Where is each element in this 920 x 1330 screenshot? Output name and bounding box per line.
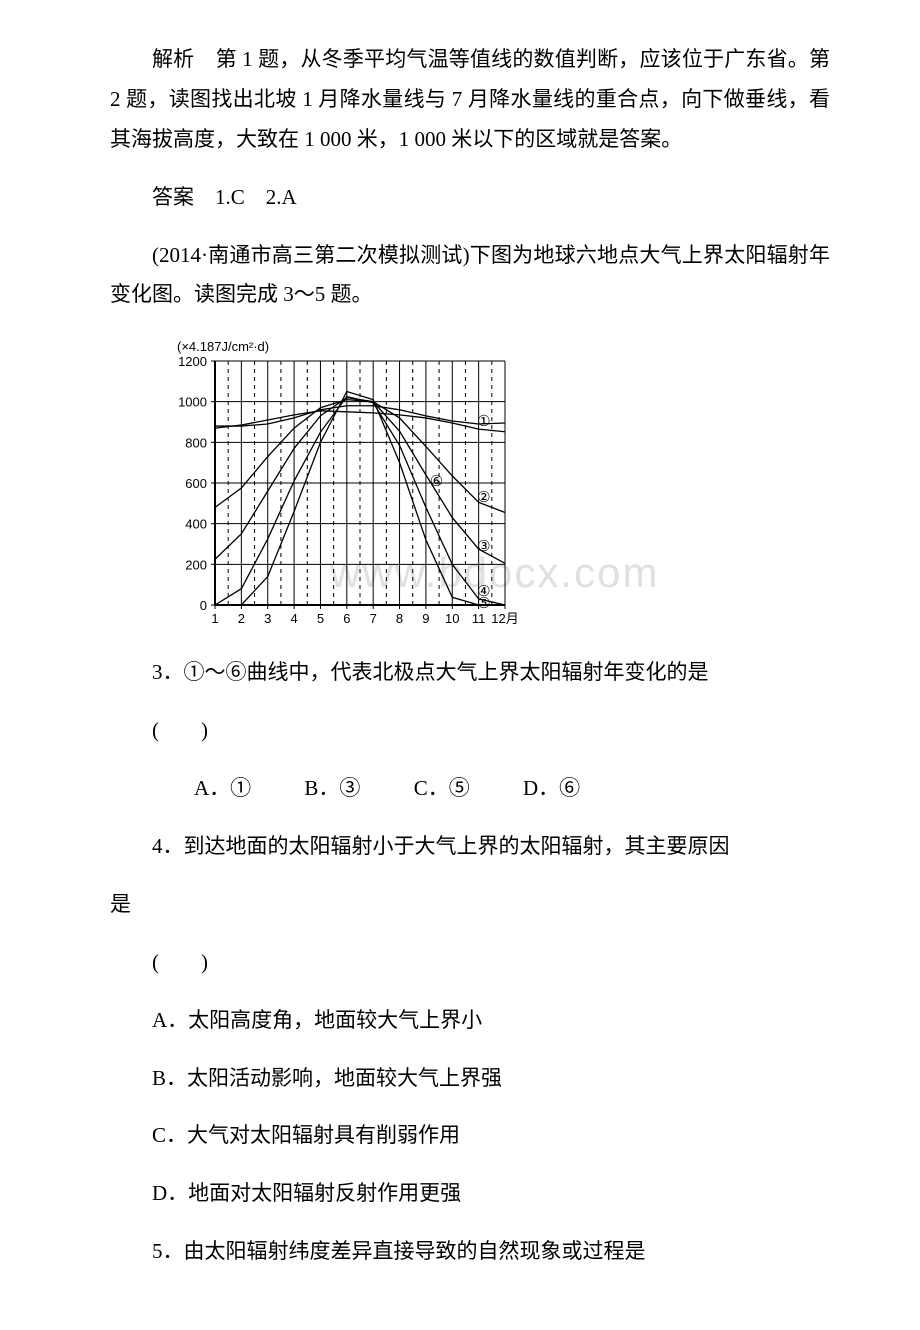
- svg-text:600: 600: [185, 476, 207, 491]
- svg-text:12月: 12月: [491, 611, 518, 626]
- svg-text:3: 3: [264, 611, 271, 626]
- explanation-body: 第 1 题，从冬季平均气温等值线的数值判断，应该位于广东省。第 2 题，读图找出…: [110, 47, 830, 151]
- q3-optB: B．③: [262, 769, 360, 809]
- answer-para: 答案 1.C 2.A: [110, 178, 830, 218]
- q4-optD: D．地面对太阳辐射反射作用更强: [110, 1174, 830, 1214]
- svg-text:1000: 1000: [178, 395, 207, 410]
- q3-optA: A．①: [152, 769, 251, 809]
- svg-text:400: 400: [185, 517, 207, 532]
- svg-text:11: 11: [472, 611, 486, 626]
- svg-text:1: 1: [211, 611, 218, 626]
- q4-paren: ( ): [110, 943, 830, 983]
- q3-optD: D．⑥: [481, 769, 580, 809]
- q3-stem: 3．①～⑥曲线中，代表北极点大气上界太阳辐射年变化的是: [110, 653, 830, 693]
- svg-text:5: 5: [317, 611, 324, 626]
- svg-text:0: 0: [200, 598, 207, 613]
- q4-optB: B．太阳活动影响，地面较大气上界强: [110, 1059, 830, 1099]
- q3-optC: C．⑤: [372, 769, 470, 809]
- answer-prefix: 答案: [152, 185, 194, 209]
- svg-text:②: ②: [477, 490, 490, 507]
- svg-text:6: 6: [343, 611, 350, 626]
- svg-text:⑤: ⑤: [477, 595, 490, 612]
- svg-text:200: 200: [185, 558, 207, 573]
- svg-text:800: 800: [185, 436, 207, 451]
- svg-text:8: 8: [396, 611, 403, 626]
- svg-text:10: 10: [445, 611, 459, 626]
- svg-text:③: ③: [477, 538, 490, 555]
- q3-paren: ( ): [110, 711, 830, 751]
- answer-body: 1.C 2.A: [215, 185, 297, 209]
- explanation-para: 解析 第 1 题，从冬季平均气温等值线的数值判断，应该位于广东省。第 2 题，读…: [110, 40, 830, 160]
- svg-text:(×4.187J/cm²·d): (×4.187J/cm²·d): [177, 339, 269, 354]
- svg-text:7: 7: [370, 611, 377, 626]
- q4-optC: C．大气对太阳辐射具有削弱作用: [110, 1116, 830, 1156]
- svg-text:⑥: ⑥: [430, 473, 443, 490]
- chart-svg: (×4.187J/cm²·d) 0 200 400 600 800 1000 1200 1 2 3 4…: [160, 333, 530, 633]
- svg-text:4: 4: [290, 611, 297, 626]
- intro-text: (2014·南通市高三第二次模拟测试)下图为地球六地点大气上界太阳辐射年变化图。…: [110, 243, 830, 307]
- q4-stem2: 是: [110, 885, 830, 925]
- q3-options: A．① B．③ C．⑤ D．⑥: [110, 769, 830, 809]
- q5-stem: 5．由太阳辐射纬度差异直接导致的自然现象或过程是: [110, 1232, 830, 1272]
- intro-para: (2014·南通市高三第二次模拟测试)下图为地球六地点大气上界太阳辐射年变化图。…: [110, 236, 830, 316]
- explanation-prefix: 解析: [152, 47, 194, 71]
- svg-text:9: 9: [422, 611, 429, 626]
- radiation-chart: www.bdocx.com (×4.187J/cm²·d)02004006008…: [160, 333, 830, 633]
- svg-text:2: 2: [238, 611, 245, 626]
- svg-text:1200: 1200: [178, 354, 207, 369]
- q4-stem: 4．到达地面的太阳辐射小于大气上界的太阳辐射，其主要原因: [110, 827, 830, 867]
- q4-optA: A．太阳高度角，地面较大气上界小: [110, 1001, 830, 1041]
- svg-text:①: ①: [477, 413, 490, 430]
